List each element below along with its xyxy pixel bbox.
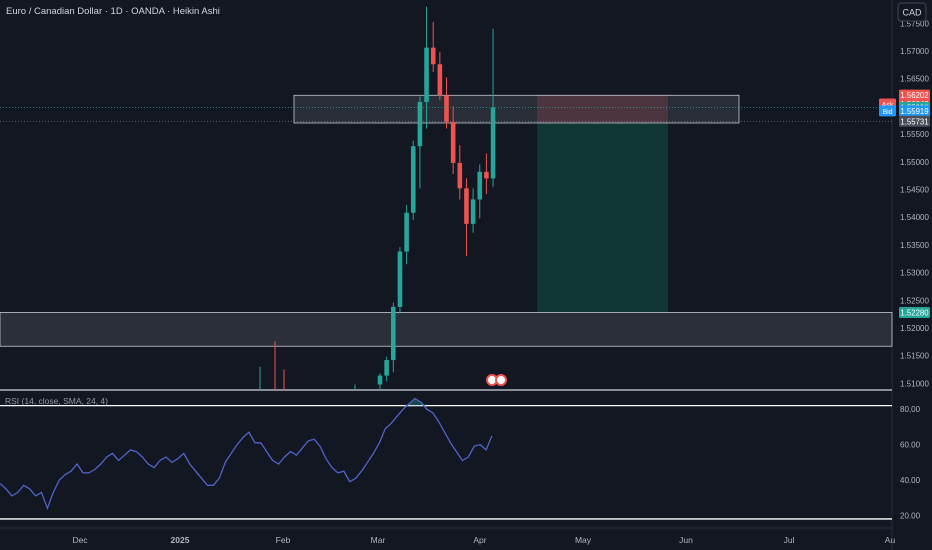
price-tick-label: 1.55000 <box>900 158 929 167</box>
time-tick-label: 2025 <box>171 535 190 545</box>
candle <box>397 251 403 307</box>
time-tick-label: Mar <box>371 535 386 545</box>
demand-zone[interactable] <box>0 312 893 347</box>
supply-zone[interactable] <box>293 94 740 124</box>
candle <box>437 64 443 96</box>
rsi-tick-label: 80.00 <box>900 405 921 414</box>
price-label: 1.55731 <box>900 117 928 126</box>
time-tick-label: Dec <box>72 535 88 545</box>
price-tick-label: 1.56500 <box>900 75 929 84</box>
price-label: 1.56202 <box>900 91 928 100</box>
price-tick-label: 1.57000 <box>900 47 929 56</box>
rsi-line <box>0 397 493 511</box>
candle <box>477 171 483 200</box>
candle <box>457 162 463 189</box>
time-tick-label: Apr <box>473 535 486 545</box>
price-label-box <box>899 115 930 127</box>
price-label-box <box>899 105 930 117</box>
candle <box>410 146 416 213</box>
time-tick-label: Au <box>885 535 896 545</box>
price-tick-label: 1.55500 <box>900 130 929 139</box>
candle <box>430 47 436 65</box>
candle <box>484 171 489 179</box>
time-tick-label: Jun <box>679 535 693 545</box>
candles-layer <box>259 6 496 390</box>
candle <box>490 107 496 179</box>
rsi-tick-label: 20.00 <box>900 511 921 520</box>
price-axis-labels: 1.562021.56042Ask1.559801.55919Bid1.5573… <box>879 89 930 318</box>
rsi-pane: 80.00 60.00 40.00 20.00 <box>0 397 921 520</box>
drawing-zones[interactable] <box>0 94 893 347</box>
time-tick-label: Jul <box>784 535 795 545</box>
price-tick-label: 1.53500 <box>900 241 929 250</box>
candle <box>470 199 476 224</box>
price-tick-label: 1.52000 <box>900 324 929 333</box>
candle <box>424 47 429 102</box>
chart-title: Euro / Canadian Dollar · 1D · OANDA · He… <box>6 6 220 17</box>
price-scale[interactable]: 1.57500 1.57000 1.56500 1.55500 1.55000 1.545… <box>900 19 929 388</box>
event-markers[interactable] <box>486 374 507 386</box>
time-scale[interactable]: Dec 2025 Feb Mar Apr May Jun Jul Au <box>72 535 895 545</box>
candle <box>404 212 409 252</box>
candle <box>464 188 469 224</box>
price-tick-label: 1.51500 <box>900 352 929 361</box>
time-tick-label: Feb <box>276 535 291 545</box>
price-label: 1.55919 <box>900 107 928 116</box>
price-tick-label: 1.51000 <box>900 379 929 388</box>
price-tick-label: 1.53000 <box>900 269 929 278</box>
price-label-box <box>899 306 930 318</box>
event-marker-icon[interactable] <box>495 374 507 386</box>
currency-button[interactable] <box>897 2 927 22</box>
rsi-tick-label: 60.00 <box>900 441 921 450</box>
candle <box>450 121 456 163</box>
price-label: 1.52280 <box>900 308 929 317</box>
candle <box>384 360 389 376</box>
candle <box>444 95 449 122</box>
target-area[interactable] <box>537 122 668 313</box>
currency-button-label: CAD <box>902 8 922 18</box>
price-tick-label: 1.52500 <box>900 296 929 305</box>
candle <box>391 306 396 361</box>
rsi-title: RSI (14, close, SMA, 24, 4) <box>5 396 108 406</box>
rsi-tick-label: 40.00 <box>900 476 921 485</box>
candle <box>377 375 383 385</box>
price-tick-label: 1.57500 <box>900 19 929 28</box>
candle <box>417 101 423 147</box>
price-tag: Bid <box>882 109 892 116</box>
price-tick-label: 1.54000 <box>900 213 929 222</box>
price-label-box <box>899 89 930 101</box>
price-tick-label: 1.54500 <box>900 185 929 194</box>
time-tick-label: May <box>575 535 592 545</box>
price-tag-box <box>879 105 896 117</box>
